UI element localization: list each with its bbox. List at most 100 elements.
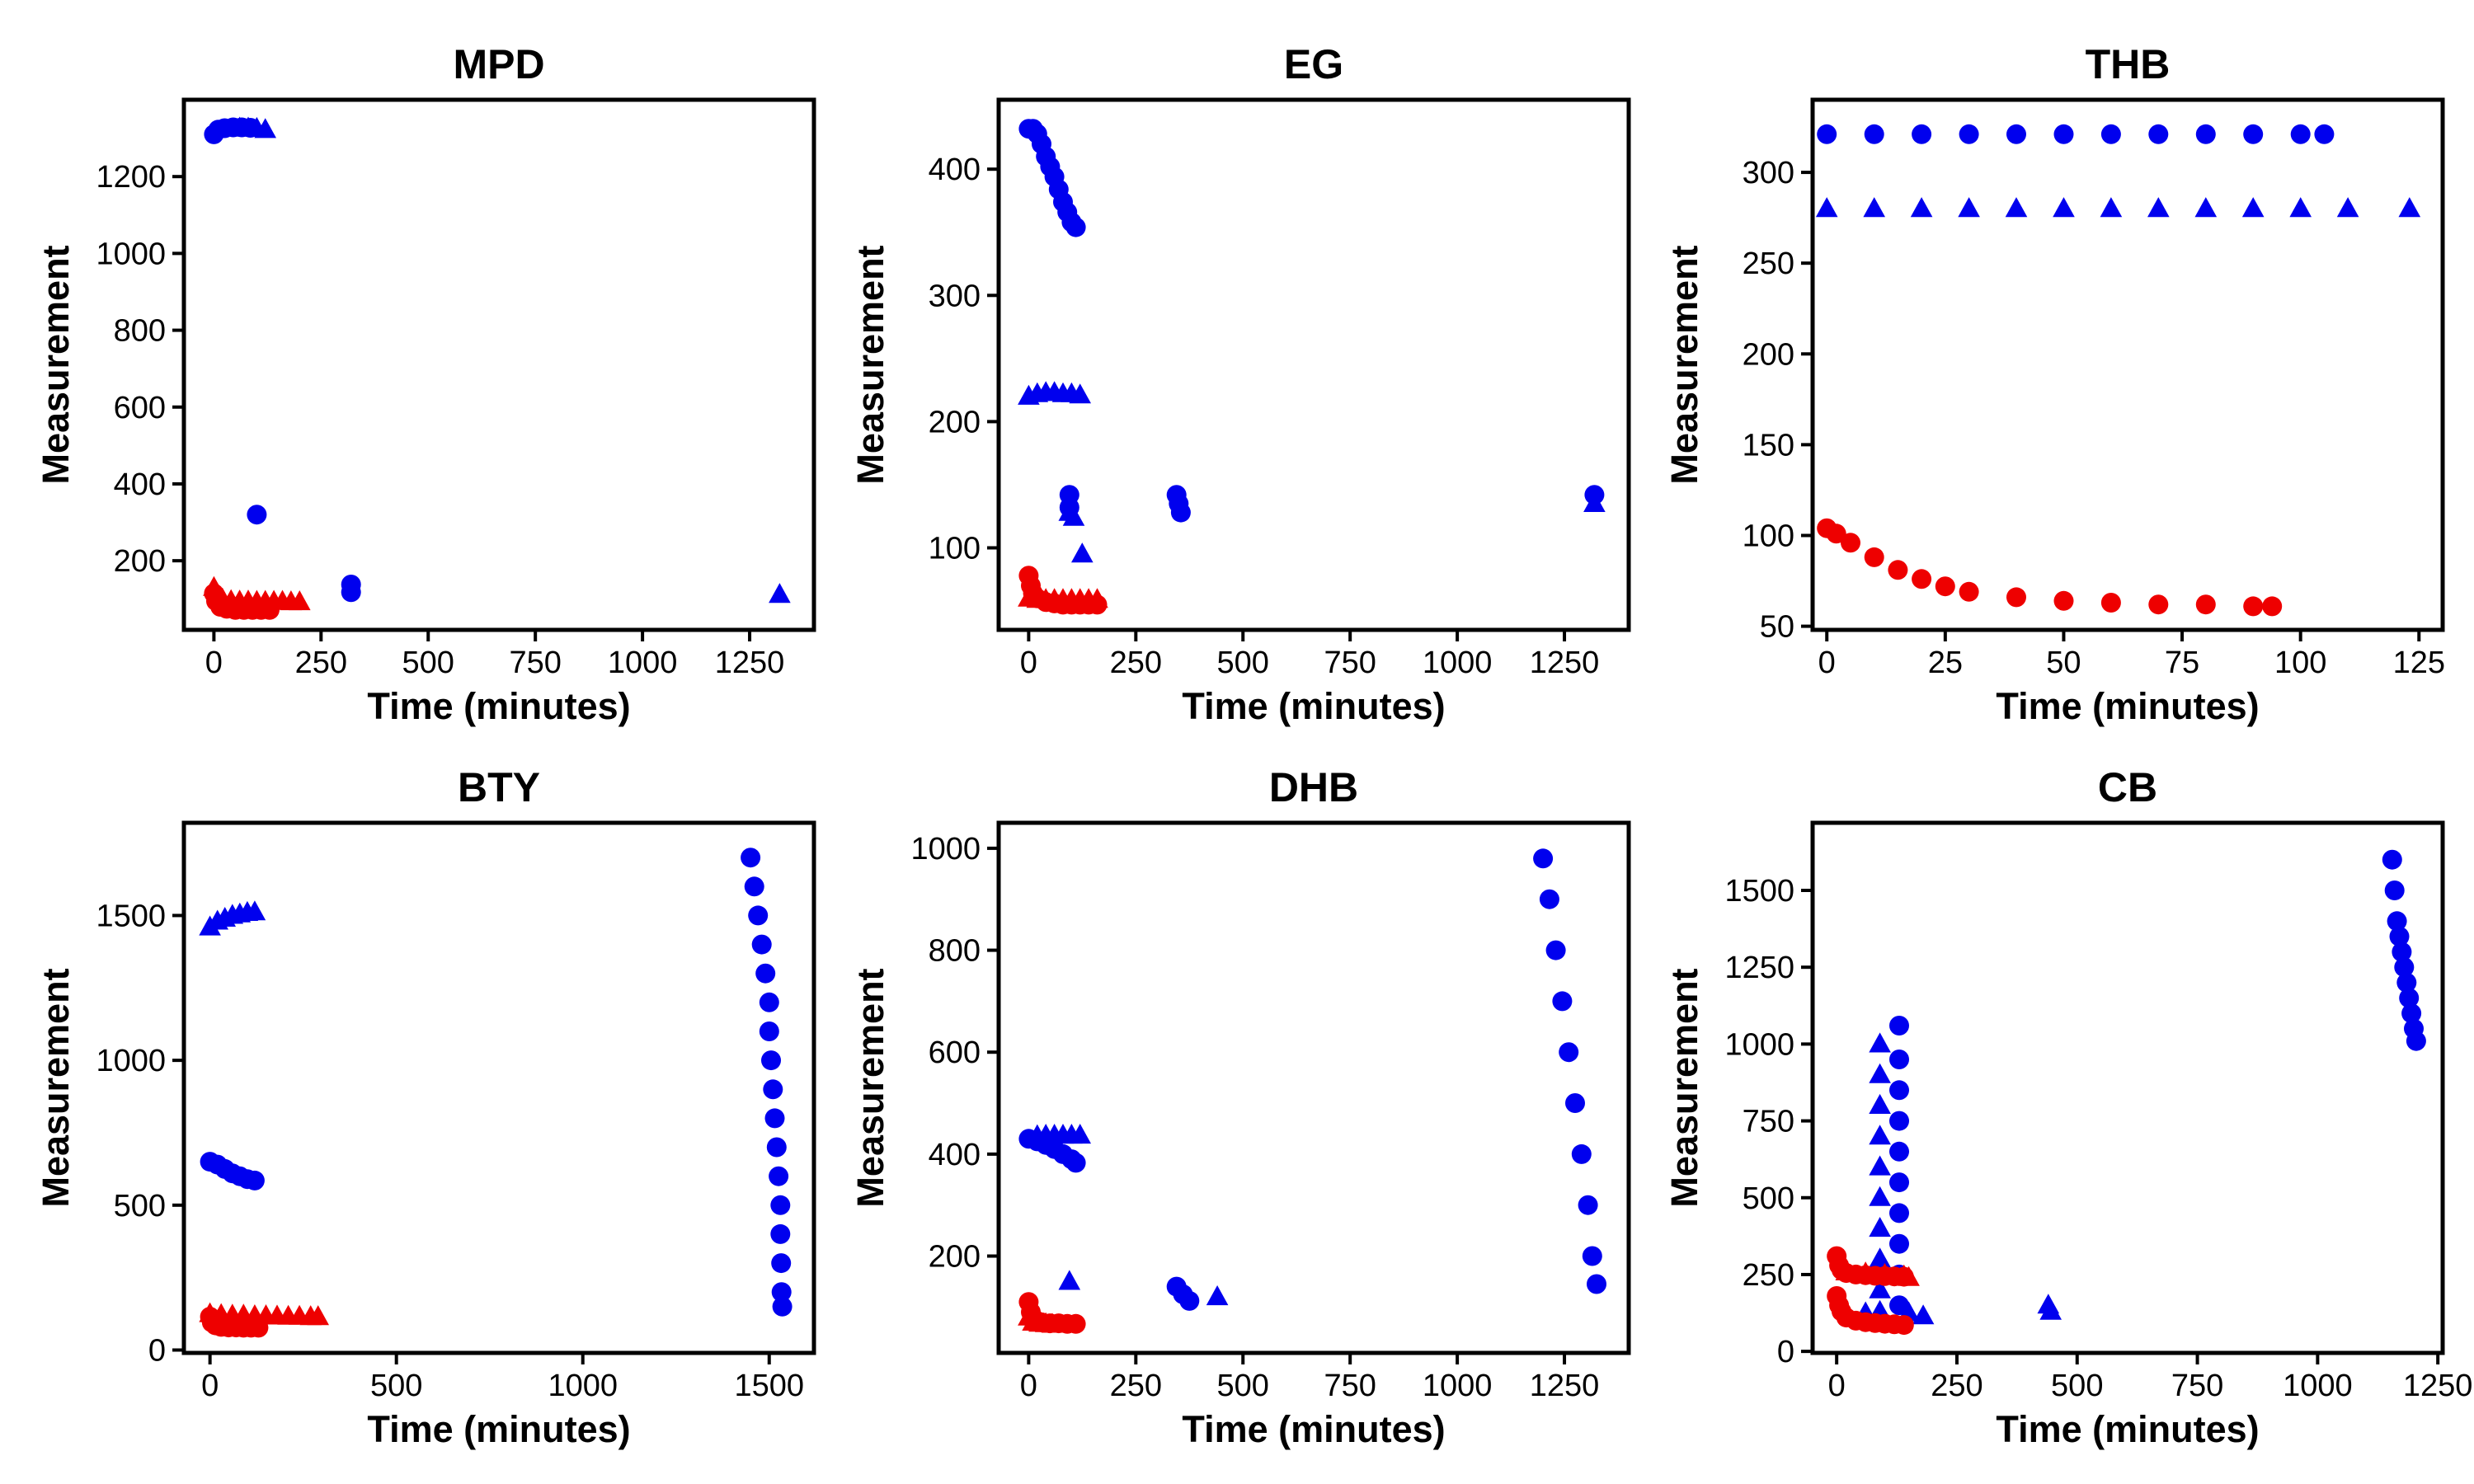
data-point-blue-triangle xyxy=(2289,197,2312,218)
data-point-blue-circle xyxy=(1559,1042,1579,1063)
data-point-red-triangle xyxy=(307,1305,329,1326)
x-tick-label: 500 xyxy=(370,1369,422,1403)
x-tick-label: 0 xyxy=(1020,646,1037,680)
data-point-blue-circle xyxy=(1912,124,1932,144)
plot-area xyxy=(1018,848,1606,1334)
y-tick-label: 800 xyxy=(114,314,166,349)
data-point-blue-triangle xyxy=(2039,1299,2062,1320)
data-point-blue-circle xyxy=(2243,124,2264,144)
y-tick-label: 300 xyxy=(929,279,981,313)
x-tick-label: 0 xyxy=(1828,1369,1846,1403)
data-point-blue-circle xyxy=(770,1223,791,1244)
data-point-blue-circle xyxy=(1533,848,1554,869)
data-point-red-circle xyxy=(2100,593,2121,613)
data-point-blue-circle xyxy=(1889,1111,1909,1131)
plot-area xyxy=(1827,849,2426,1336)
x-tick-label: 1000 xyxy=(548,1369,618,1403)
data-point-blue-circle xyxy=(1578,1195,1598,1215)
data-point-blue-circle xyxy=(1889,1080,1909,1101)
axes-frame xyxy=(1810,820,2445,1355)
x-tick-label: 750 xyxy=(1324,646,1376,680)
data-point-blue-circle xyxy=(2384,881,2405,900)
data-point-blue-triangle xyxy=(1071,542,1094,563)
data-point-red-triangle xyxy=(1086,588,1108,608)
subplot-title: BTY xyxy=(458,764,540,810)
data-point-blue-circle xyxy=(1889,1233,1909,1254)
data-point-blue-triangle xyxy=(1869,1217,1891,1237)
x-tick-label: 75 xyxy=(2165,646,2199,680)
data-point-red-circle xyxy=(2195,594,2216,615)
x-tick-label: 250 xyxy=(1110,1369,1162,1403)
subplot-thb: 0 25 50 75 100 125 50 100 150 200 250 300 THB Time (m… xyxy=(1663,41,2445,727)
subplot-title: DHB xyxy=(1269,764,1358,810)
x-axis-label: Time (minutes) xyxy=(1996,685,2259,727)
subplot-bty: 0 500 1000 1500 0 500 1000 1500 BTY Time (minutes… xyxy=(35,764,816,1450)
plot-area xyxy=(203,116,791,620)
subplot-title: EG xyxy=(1284,41,1343,87)
data-point-blue-triangle xyxy=(1583,491,1606,512)
y-tick-label: 100 xyxy=(929,531,981,566)
subplot-title: THB xyxy=(2086,41,2171,87)
x-tick-label: 250 xyxy=(1931,1369,1982,1403)
data-point-blue-triangle xyxy=(2005,197,2028,218)
y-tick-label: 400 xyxy=(929,1138,981,1172)
data-point-blue-triangle xyxy=(1863,197,1885,218)
data-point-blue-circle xyxy=(2195,124,2216,144)
data-point-blue-circle xyxy=(2314,124,2335,144)
data-point-blue-circle xyxy=(1170,502,1191,523)
data-point-red-triangle xyxy=(203,575,225,596)
data-point-blue-circle xyxy=(1545,940,1566,960)
x-tick-label: 750 xyxy=(509,646,561,680)
x-tick-label: 250 xyxy=(1110,646,1162,680)
x-tick-label: 1000 xyxy=(2283,1369,2353,1403)
data-point-blue-circle xyxy=(755,963,776,984)
data-point-blue-circle xyxy=(769,1166,789,1186)
y-tick-label: 400 xyxy=(114,467,166,502)
data-point-blue-circle xyxy=(763,1079,783,1100)
y-tick-label: 1500 xyxy=(96,899,166,933)
data-point-red-circle xyxy=(1888,560,1908,580)
data-point-blue-circle xyxy=(2148,124,2169,144)
x-tick-label: 1000 xyxy=(1423,646,1493,680)
data-point-blue-triangle xyxy=(1869,1093,1891,1114)
y-tick-label: 600 xyxy=(114,391,166,425)
data-point-blue-triangle xyxy=(1869,1155,1891,1176)
x-tick-label: 0 xyxy=(201,1369,219,1403)
data-point-blue-circle xyxy=(744,876,764,897)
x-axis-label: Time (minutes) xyxy=(1182,1408,1445,1450)
plot-area xyxy=(1018,119,1606,615)
data-point-blue-triangle xyxy=(1069,383,1091,404)
x-axis-label: Time (minutes) xyxy=(367,685,630,727)
data-point-blue-circle xyxy=(1889,1203,1909,1223)
x-tick-label: 1250 xyxy=(1530,646,1600,680)
x-tick-label: 1000 xyxy=(608,646,678,680)
y-tick-label: 200 xyxy=(114,544,166,579)
y-tick-label: 1000 xyxy=(1724,1027,1794,1062)
data-point-blue-circle xyxy=(2290,124,2311,144)
y-tick-label: 500 xyxy=(114,1189,166,1223)
data-point-blue-circle xyxy=(751,934,772,955)
data-point-blue-circle xyxy=(764,1108,785,1129)
data-point-blue-circle xyxy=(1552,991,1573,1012)
data-point-blue-triangle xyxy=(769,583,791,603)
x-tick-label: 0 xyxy=(1020,1369,1037,1403)
data-point-blue-triangle xyxy=(1869,1278,1891,1298)
data-point-blue-triangle xyxy=(1958,197,1980,218)
axes-frame xyxy=(181,97,816,632)
data-point-blue-circle xyxy=(1565,1093,1585,1113)
y-tick-label: 50 xyxy=(1760,610,1794,645)
y-tick-label: 250 xyxy=(1743,247,1794,281)
x-tick-label: 250 xyxy=(295,646,347,680)
x-tick-label: 1500 xyxy=(734,1369,804,1403)
y-axis-label: Measurement xyxy=(849,968,891,1207)
axes-frame xyxy=(996,97,1631,632)
y-tick-label: 1000 xyxy=(96,1044,166,1078)
data-point-blue-circle xyxy=(2396,972,2417,993)
data-point-blue-circle xyxy=(1889,1016,1909,1036)
data-point-blue-circle xyxy=(2382,849,2402,870)
data-point-red-triangle xyxy=(1041,1313,1064,1333)
data-point-blue-triangle xyxy=(1869,1032,1891,1053)
y-axis-label: Measurement xyxy=(849,245,891,484)
x-tick-label: 750 xyxy=(2171,1369,2223,1403)
